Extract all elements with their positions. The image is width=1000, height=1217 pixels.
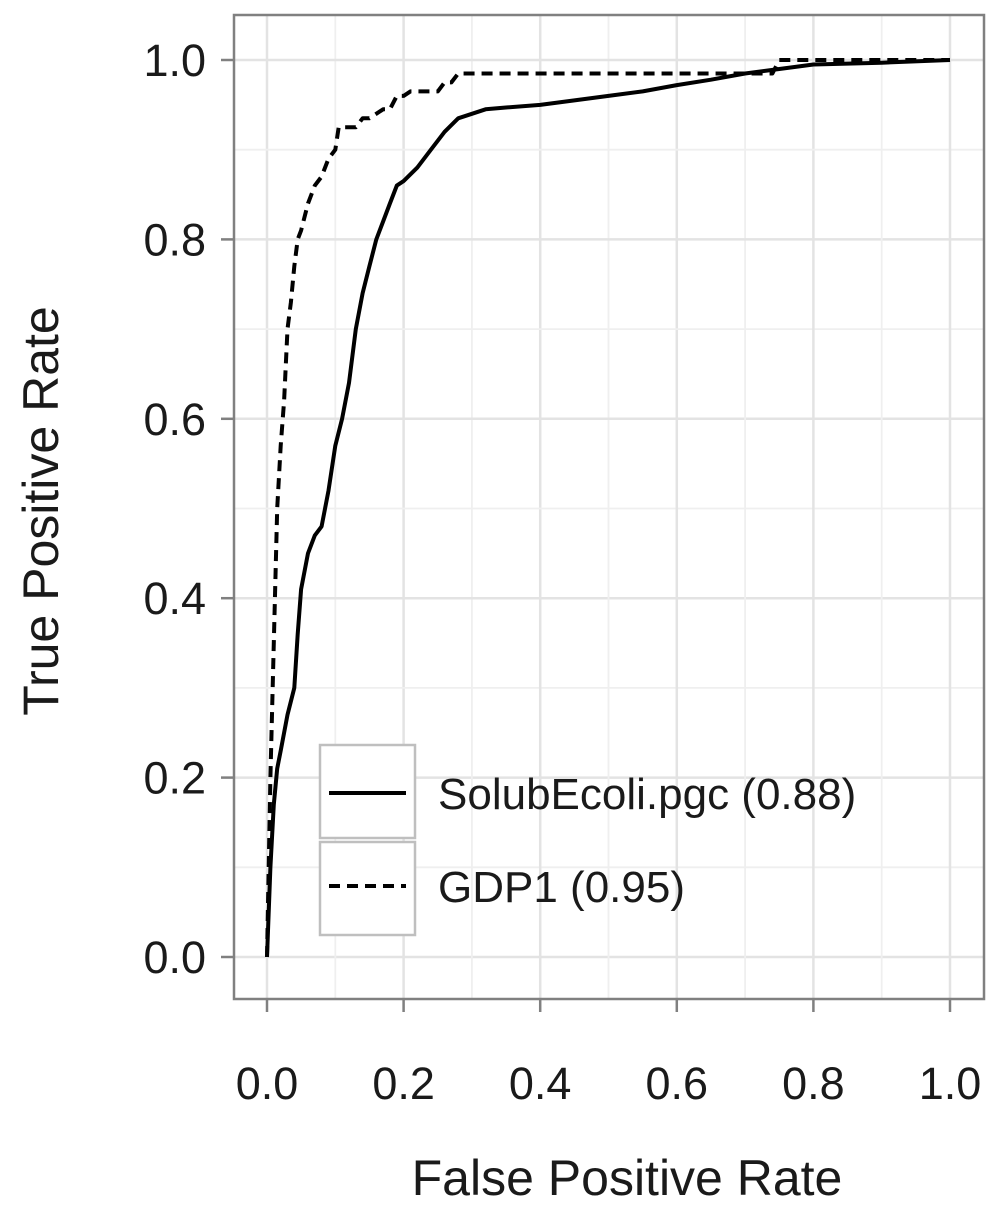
x-tick-label: 0.0 xyxy=(236,1058,299,1109)
x-axis-title: False Positive Rate xyxy=(412,1150,843,1206)
y-tick-label: 1.0 xyxy=(143,35,206,86)
x-tick-label: 1.0 xyxy=(919,1058,982,1109)
y-tick-label: 0.2 xyxy=(143,753,206,804)
x-tick-label: 0.4 xyxy=(509,1058,572,1109)
x-tick-label: 0.2 xyxy=(372,1058,435,1109)
y-axis-title: True Positive Rate xyxy=(13,306,69,715)
legend-label-solubecoli: SolubEcoli.pgc (0.88) xyxy=(438,770,856,819)
plot-panel-border xyxy=(232,13,986,1001)
y-tick-label: 0.4 xyxy=(143,573,206,624)
legend-label-gdp1: GDP1 (0.95) xyxy=(438,863,685,912)
legend-key-box-2 xyxy=(318,840,417,937)
series-line-solubecoli-pgc xyxy=(265,58,951,958)
x-tick-label: 0.8 xyxy=(782,1058,845,1109)
series-group xyxy=(265,58,951,958)
y-axis: 0.0 0.2 0.4 0.6 0.8 1.0 xyxy=(143,35,234,983)
y-tick-label: 0.8 xyxy=(143,214,206,265)
x-tick-label: 0.6 xyxy=(646,1058,709,1109)
legend: SolubEcoli.pgc (0.88) GDP1 (0.95) xyxy=(318,743,856,937)
y-tick-label: 0.6 xyxy=(143,394,206,445)
x-axis: 0.0 0.2 0.4 0.6 0.8 1.0 xyxy=(236,999,982,1109)
y-tick-label: 0.0 xyxy=(143,932,206,983)
